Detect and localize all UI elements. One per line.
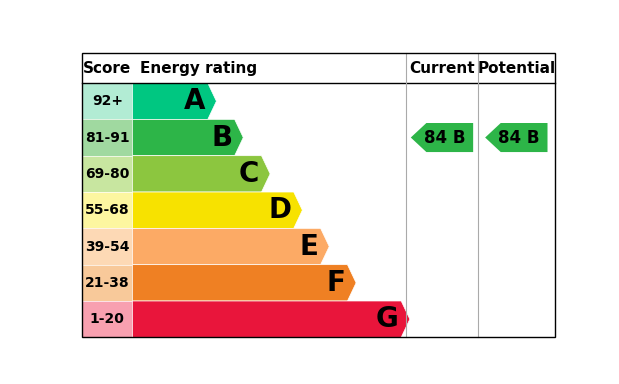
Text: 84 B: 84 B bbox=[498, 129, 539, 147]
Polygon shape bbox=[485, 123, 548, 152]
Text: 92+: 92+ bbox=[92, 94, 123, 108]
Text: 69-80: 69-80 bbox=[85, 167, 129, 181]
Polygon shape bbox=[132, 301, 410, 337]
Polygon shape bbox=[132, 83, 217, 119]
Text: C: C bbox=[239, 160, 259, 188]
Polygon shape bbox=[132, 265, 356, 301]
Text: D: D bbox=[268, 196, 292, 224]
Polygon shape bbox=[411, 123, 473, 152]
Text: F: F bbox=[326, 269, 345, 297]
Text: 81-91: 81-91 bbox=[85, 131, 129, 144]
Text: Energy rating: Energy rating bbox=[140, 61, 257, 76]
Bar bbox=[82, 83, 132, 119]
Bar bbox=[82, 119, 132, 156]
Bar bbox=[82, 265, 132, 301]
Bar bbox=[82, 228, 132, 265]
Text: Score: Score bbox=[83, 61, 131, 76]
Text: A: A bbox=[184, 87, 206, 115]
Text: G: G bbox=[376, 305, 399, 333]
Polygon shape bbox=[132, 192, 302, 228]
Text: 84 B: 84 B bbox=[423, 129, 465, 147]
Text: Potential: Potential bbox=[477, 61, 555, 76]
Polygon shape bbox=[132, 156, 270, 192]
Bar bbox=[82, 192, 132, 228]
Text: 55-68: 55-68 bbox=[85, 203, 129, 217]
Bar bbox=[82, 156, 132, 192]
Text: Current: Current bbox=[409, 61, 475, 76]
Polygon shape bbox=[132, 228, 329, 265]
Text: 39-54: 39-54 bbox=[85, 240, 129, 253]
Text: B: B bbox=[211, 124, 232, 152]
Text: E: E bbox=[300, 232, 318, 260]
Text: 1-20: 1-20 bbox=[90, 312, 125, 326]
Polygon shape bbox=[132, 119, 243, 156]
Text: 21-38: 21-38 bbox=[85, 276, 129, 290]
Bar bbox=[82, 301, 132, 337]
